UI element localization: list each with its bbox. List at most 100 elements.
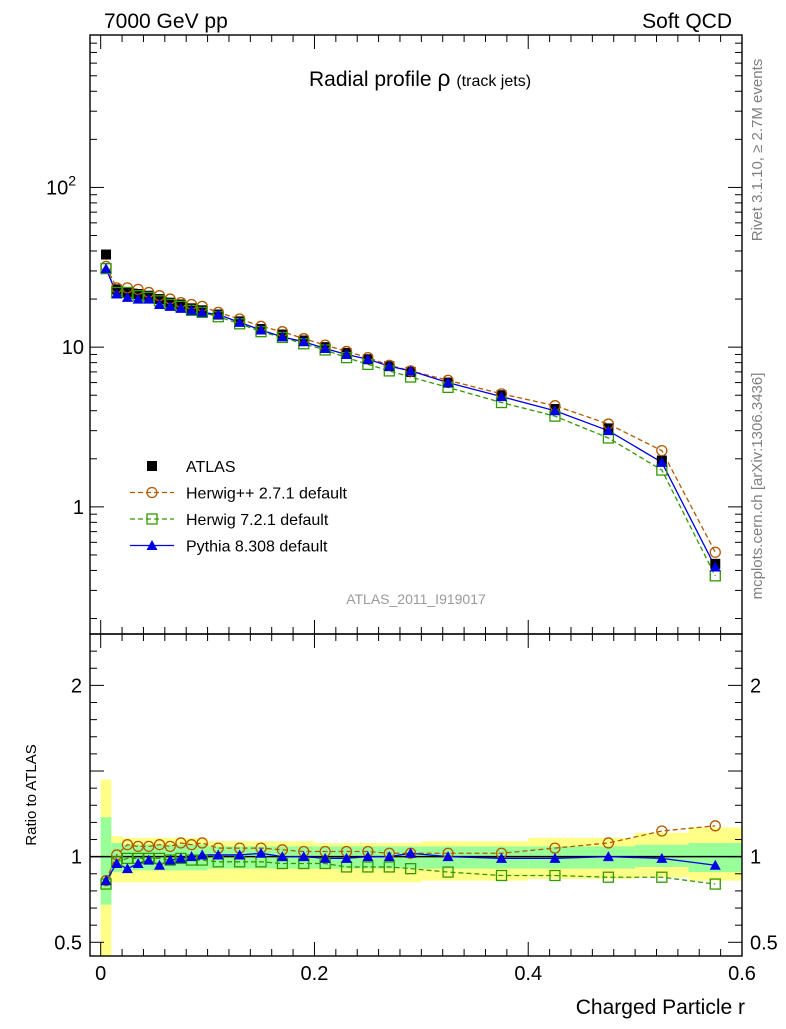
- main-point-s3-4: [143, 293, 155, 304]
- main-point-s3-13: [276, 331, 288, 342]
- rivet-version-label: Rivet 3.1.10, ≥ 2.7M events: [749, 59, 766, 242]
- ratio-y-tick-label-left: 0.5: [54, 932, 82, 954]
- legend-label-2: Herwig 7.2.1 default: [186, 512, 329, 529]
- header-energy-label: 7000 GeV pp: [104, 10, 228, 33]
- main-point-s3-22: [549, 405, 561, 416]
- main-point-s3-5: [153, 298, 165, 309]
- main-point-s3-6: [164, 300, 176, 311]
- ratio-point-s2-14: [298, 851, 310, 862]
- ratio-point-s1-20: [442, 866, 454, 878]
- y-tick-label-text: 10: [62, 337, 84, 359]
- ratio-y-tick-label-right: 1: [750, 847, 761, 869]
- legend-marker-2: [146, 513, 158, 525]
- x-tick-label: 0.2: [301, 963, 329, 985]
- main-point-s3-7: [175, 302, 187, 313]
- main-point-s1-24: [656, 444, 668, 457]
- ratio-y-tick-label-left: 1: [71, 847, 82, 869]
- x-axis-label: Charged Particle r: [576, 996, 745, 1019]
- ratio-point-s0-4: [143, 840, 155, 853]
- ratio-point-s2-21: [496, 852, 508, 863]
- ratio-point-s2-9: [196, 849, 208, 860]
- main-point-s3-20: [442, 377, 454, 388]
- main-point-s3-12: [255, 324, 267, 335]
- main-point-s3-18: [383, 360, 395, 371]
- legend-label-1: Herwig++ 2.7.1 default: [186, 486, 348, 503]
- legend-marker-1: [146, 486, 158, 499]
- header-category-label: Soft QCD: [642, 10, 732, 33]
- ratio-point-s2-15: [319, 852, 331, 863]
- series-lines: [90, 266, 742, 885]
- ratio-point-s2-8: [186, 851, 198, 862]
- main-point-s3-21: [496, 391, 508, 402]
- ratio-point-s2-16: [341, 852, 353, 863]
- ratio-point-s0-5: [153, 839, 166, 851]
- ratio-point-s1-22: [549, 869, 561, 882]
- main-y-tick-label: 102: [46, 172, 76, 199]
- main-point-s3-0: [100, 263, 112, 274]
- ratio-point-s1-18: [383, 861, 395, 873]
- main-point-s3-3: [132, 293, 144, 304]
- main-point-s3-2: [121, 291, 133, 302]
- ratio-point-s2-19: [405, 847, 417, 858]
- ratio-point-s0-6: [164, 840, 176, 853]
- ratio-point-s2-3: [132, 858, 144, 869]
- main-point-s1-25: [709, 546, 721, 558]
- x-tick-label: 0.4: [514, 963, 542, 985]
- ratio-point-s2-12: [255, 847, 267, 858]
- ratio-point-s2-17: [362, 851, 374, 862]
- ratio-point-s2-6: [164, 854, 176, 865]
- ratio-point-s2-7: [175, 852, 187, 863]
- main-point-s3-10: [212, 309, 224, 320]
- main-point-s3-25: [709, 561, 721, 572]
- ratio-point-s2-5: [153, 859, 165, 870]
- ratio-point-s0-8: [185, 839, 198, 851]
- stat-uncertainty-band: [111, 842, 123, 873]
- chart-title: Radial profile ρ (track jets): [309, 65, 531, 91]
- legend-label-3: Pythia 8.308 default: [186, 539, 328, 556]
- ratio-y-tick-label-right: 0.5: [750, 932, 778, 954]
- ratio-point-s2-1: [111, 858, 123, 869]
- ratio-point-s0-9: [196, 837, 208, 849]
- y-tick-label-text: 1: [73, 497, 84, 519]
- ratio-point-s0-7: [175, 837, 187, 849]
- ratio-point-s0-25: [709, 820, 721, 832]
- legend: ATLAS Herwig++ 2.7.1 default Herwig 7.2.1 …: [130, 459, 348, 556]
- mcplots-reference-label: mcplots.cern.ch [arXiv:1306.3436]: [749, 373, 766, 600]
- ratio-point-s2-23: [602, 851, 614, 862]
- data-markers: [100, 249, 721, 890]
- ratio-point-s1-24: [656, 871, 668, 883]
- main-point-s3-23: [602, 425, 614, 436]
- ratio-point-s2-2: [121, 863, 133, 874]
- legend-marker-0: [147, 461, 157, 471]
- ratio-point-s0-24: [656, 825, 668, 837]
- ratio-point-s1-25: [709, 878, 721, 890]
- main-point-s3-1: [111, 288, 123, 299]
- ratio-point-s1-21: [495, 869, 508, 882]
- ratio-series-line-0: [105, 825, 716, 881]
- main-y-tick-label: 10: [62, 337, 84, 359]
- ratio-point-s2-11: [234, 849, 246, 860]
- main-point-s3-14: [298, 336, 310, 347]
- ratio-point-s1-19: [405, 862, 417, 875]
- main-point-s3-15: [319, 343, 331, 354]
- main-point-s3-24: [656, 456, 668, 467]
- legend-marker-3: [146, 540, 158, 550]
- main-point-s3-17: [362, 353, 374, 364]
- stat-uncertainty-band: [100, 817, 112, 905]
- ratio-point-s2-13: [276, 851, 288, 862]
- ratio-point-s2-10: [212, 849, 224, 860]
- main-point-s0-0: [101, 249, 112, 260]
- main-y-tick-label: 1: [73, 497, 84, 519]
- ratio-point-s1-23: [602, 871, 615, 883]
- ratio-uncertainty-bands: [100, 779, 742, 956]
- ratio-point-s0-3: [132, 840, 144, 853]
- ratio-panel-frame: [89, 633, 743, 957]
- analysis-watermark: ATLAS_2011_I919017: [346, 591, 486, 607]
- main-point-s3-8: [186, 304, 198, 315]
- ratio-point-s2-18: [383, 851, 395, 862]
- y-tick-label-text: 10: [46, 177, 68, 199]
- x-tick-label: 0: [95, 963, 106, 985]
- ratio-y-tick-label-left: 2: [71, 675, 82, 697]
